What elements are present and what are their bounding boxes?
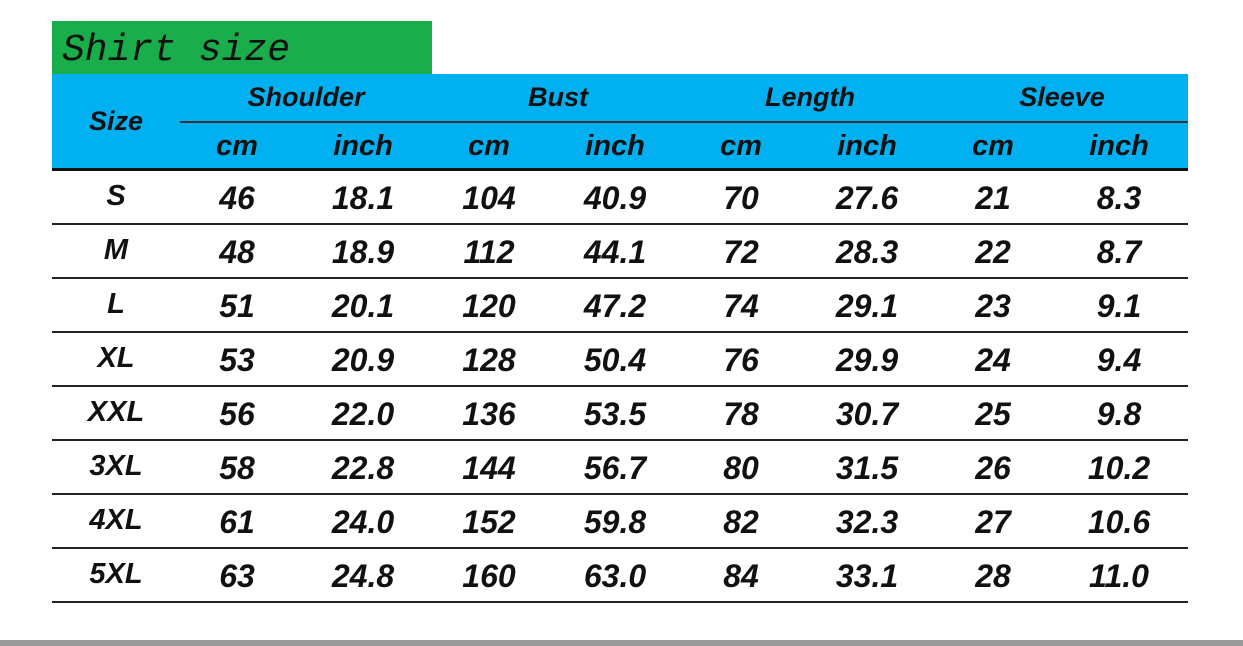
- table-cell: 78: [723, 396, 759, 432]
- header-unit-cm: cm: [468, 130, 510, 162]
- table-cell: 28: [975, 558, 1011, 594]
- table-cell: 152: [462, 504, 516, 540]
- table-cell: 22: [975, 234, 1011, 270]
- table-cell: 27: [975, 504, 1011, 540]
- table-cell: 20.1: [331, 288, 395, 324]
- size-label: M: [103, 234, 129, 266]
- table-cell: 33.1: [835, 558, 899, 594]
- table-cell: 70: [723, 180, 759, 216]
- header-divider: [180, 121, 1188, 123]
- table-cell: 50.4: [583, 342, 647, 378]
- header-unit-cm: cm: [720, 130, 762, 162]
- size-label: XL: [97, 342, 135, 374]
- table-cell: 40.9: [583, 180, 647, 216]
- table-cell: 56.7: [583, 450, 647, 486]
- header-unit-inch: inch: [1089, 130, 1149, 162]
- table-cell: 104: [462, 180, 516, 216]
- table-row: 3XL 58 22.8 144 56.7 80 31.5 26 10.2: [52, 441, 1188, 495]
- table-row: XL 53 20.9 128 50.4 76 29.9 24 9.4: [52, 333, 1188, 387]
- bottom-border: [0, 640, 1243, 646]
- table-cell: 44.1: [583, 234, 647, 270]
- table-cell: 80: [723, 450, 759, 486]
- table-cell: 23: [975, 288, 1011, 324]
- table-cell: 22.8: [331, 450, 395, 486]
- table-row: 5XL 63 24.8 160 63.0 84 33.1 28 11.0: [52, 549, 1188, 603]
- table-cell: 22.0: [331, 396, 395, 432]
- table-cell: 47.2: [583, 288, 647, 324]
- table-cell: 63.0: [583, 558, 647, 594]
- table-cell: 46: [219, 180, 255, 216]
- table-cell: 21: [975, 180, 1011, 216]
- table-cell: 25: [975, 396, 1011, 432]
- table-cell: 27.6: [835, 180, 899, 216]
- table-cell: 58: [219, 450, 255, 486]
- table-cell: 20.9: [331, 342, 395, 378]
- table-header: Size Shoulder Bust Length Sleeve cm inch cm inc…: [52, 74, 1188, 171]
- size-label: 3XL: [89, 450, 143, 482]
- table-cell: 63: [219, 558, 255, 594]
- table-cell: 120: [462, 288, 516, 324]
- header-size: Size: [88, 106, 144, 136]
- table-cell: 10.2: [1087, 450, 1151, 486]
- table-cell: 11.0: [1089, 558, 1149, 594]
- table-cell: 160: [462, 558, 516, 594]
- size-label: 4XL: [89, 504, 143, 536]
- table-cell: 8.3: [1096, 180, 1142, 216]
- table-cell: 136: [462, 396, 516, 432]
- table-cell: 31.5: [835, 450, 899, 486]
- table-row: L 51 20.1 120 47.2 74 29.1 23 9.1: [52, 279, 1188, 333]
- table-cell: 30.7: [835, 396, 899, 432]
- table-cell: 28.3: [835, 234, 899, 270]
- size-label: XXL: [87, 396, 145, 428]
- table-cell: 51: [219, 288, 255, 324]
- size-table-body: S 46 18.1 104 40.9 70 27.6 21 8.3 M 48 18.9 112 44.1 7…: [52, 171, 1188, 603]
- table-cell: 32.3: [835, 504, 899, 540]
- table-row: 4XL 61 24.0 152 59.8 82 32.3 27 10.6: [52, 495, 1188, 549]
- header-unit-cm: cm: [216, 130, 258, 162]
- header-group-length: Length: [765, 82, 855, 112]
- table-cell: 9.4: [1096, 342, 1142, 378]
- table-cell: 24.8: [331, 558, 395, 594]
- table-row: XXL 56 22.0 136 53.5 78 30.7 25 9.8: [52, 387, 1188, 441]
- table-cell: 18.1: [331, 180, 395, 216]
- table-cell: 128: [462, 342, 516, 378]
- table-cell: 10.6: [1087, 504, 1151, 540]
- table-cell: 76: [723, 342, 759, 378]
- header-unit-inch: inch: [585, 130, 645, 162]
- table-cell: 72: [723, 234, 759, 270]
- size-label: 5XL: [89, 558, 143, 590]
- header-unit-inch: inch: [333, 130, 393, 162]
- table-cell: 18.9: [331, 234, 395, 270]
- table-cell: 82: [723, 504, 759, 540]
- table-cell: 24: [975, 342, 1011, 378]
- table-cell: 144: [462, 450, 516, 486]
- table-cell: 53.5: [583, 396, 647, 432]
- table-cell: 29.1: [835, 288, 899, 324]
- table-cell: 84: [723, 558, 759, 594]
- table-cell: 59.8: [583, 504, 647, 540]
- header-unit-inch: inch: [837, 130, 897, 162]
- table-cell: 8.7: [1096, 234, 1142, 270]
- table-row: S 46 18.1 104 40.9 70 27.6 21 8.3: [52, 171, 1188, 225]
- table-cell: 29.9: [835, 342, 899, 378]
- table-cell: 9.8: [1096, 396, 1142, 432]
- table-cell: 112: [463, 234, 515, 270]
- table-cell: 74: [723, 288, 759, 324]
- table-cell: 9.1: [1096, 288, 1142, 324]
- table-cell: 61: [219, 504, 255, 540]
- table-cell: 26: [975, 450, 1011, 486]
- table-cell: 48: [219, 234, 255, 270]
- size-label: L: [107, 288, 125, 320]
- table-cell: 53: [219, 342, 255, 378]
- table-row: M 48 18.9 112 44.1 72 28.3 22 8.7: [52, 225, 1188, 279]
- table-cell: 56: [219, 396, 255, 432]
- chart-title: Shirt size: [62, 29, 291, 72]
- chart-title-box: Shirt size: [52, 21, 432, 74]
- size-label: S: [106, 180, 126, 212]
- table-cell: 24.0: [331, 504, 395, 540]
- header-group-shoulder: Shoulder: [247, 82, 365, 112]
- header-unit-cm: cm: [972, 130, 1014, 162]
- header-group-sleeve: Sleeve: [1019, 82, 1105, 112]
- header-group-bust: Bust: [528, 82, 588, 112]
